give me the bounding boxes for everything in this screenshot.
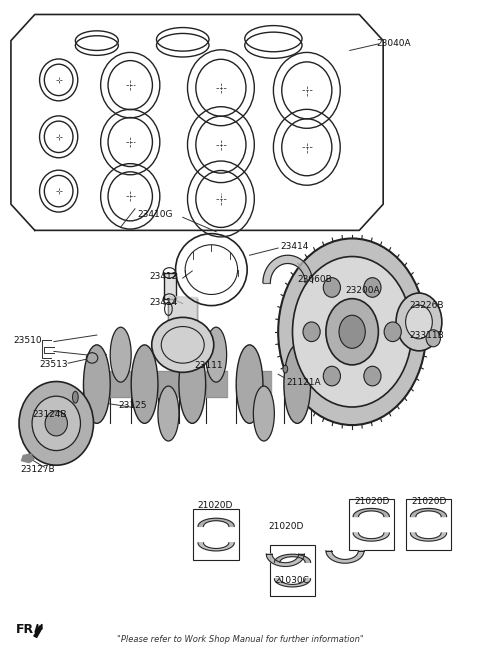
Ellipse shape [339, 315, 365, 348]
Text: 21020D: 21020D [412, 497, 447, 507]
Polygon shape [205, 371, 227, 397]
Polygon shape [353, 509, 389, 516]
Text: "Please refer to Work Shop Manual for further information": "Please refer to Work Shop Manual for fu… [117, 635, 363, 644]
Text: 23125: 23125 [118, 401, 147, 410]
Text: 23414: 23414 [149, 298, 178, 307]
Ellipse shape [110, 327, 131, 382]
Ellipse shape [236, 345, 263, 423]
Text: 23040A: 23040A [376, 39, 410, 49]
Ellipse shape [32, 396, 81, 451]
Polygon shape [353, 533, 389, 541]
Text: 23124B: 23124B [33, 411, 67, 419]
Text: 21030C: 21030C [275, 576, 310, 585]
Ellipse shape [384, 322, 401, 342]
Bar [406, 499, 451, 551]
Polygon shape [266, 554, 304, 566]
Ellipse shape [25, 454, 33, 462]
Polygon shape [158, 371, 179, 397]
Ellipse shape [406, 305, 432, 339]
Polygon shape [253, 371, 271, 397]
Text: 21020D: 21020D [197, 501, 232, 510]
Ellipse shape [326, 299, 378, 365]
Ellipse shape [323, 278, 340, 297]
Polygon shape [275, 579, 311, 587]
Polygon shape [34, 624, 42, 637]
Polygon shape [110, 371, 131, 397]
Polygon shape [410, 533, 446, 541]
Text: 23060B: 23060B [297, 275, 332, 284]
Bar [270, 545, 315, 596]
Text: 21020D: 21020D [269, 522, 304, 531]
Polygon shape [263, 256, 312, 283]
Ellipse shape [158, 386, 179, 441]
Ellipse shape [84, 345, 110, 423]
Text: 23414: 23414 [281, 242, 309, 251]
Text: 23127B: 23127B [21, 464, 55, 474]
Ellipse shape [284, 345, 311, 423]
Ellipse shape [364, 278, 381, 297]
Text: 23510: 23510 [13, 336, 42, 345]
Bar [348, 499, 394, 551]
Ellipse shape [283, 365, 288, 373]
Ellipse shape [19, 382, 94, 465]
Ellipse shape [45, 411, 67, 436]
Ellipse shape [303, 322, 320, 342]
Ellipse shape [396, 293, 442, 351]
Text: 23410G: 23410G [137, 210, 173, 219]
Text: 21020D: 21020D [355, 497, 390, 507]
Bar [193, 509, 239, 560]
Ellipse shape [205, 327, 227, 382]
Text: 23311B: 23311B [409, 330, 444, 340]
Ellipse shape [179, 345, 205, 423]
Polygon shape [198, 518, 234, 526]
Polygon shape [275, 555, 311, 562]
Text: FR.: FR. [16, 623, 39, 636]
Ellipse shape [72, 392, 78, 403]
Ellipse shape [364, 366, 381, 386]
Text: 23412: 23412 [149, 271, 178, 281]
Polygon shape [22, 454, 34, 463]
Polygon shape [410, 509, 446, 516]
Ellipse shape [152, 317, 214, 373]
Polygon shape [198, 543, 234, 551]
Ellipse shape [292, 256, 412, 407]
Polygon shape [326, 551, 364, 563]
Bar [164, 273, 176, 299]
Text: 21121A: 21121A [287, 378, 322, 387]
Text: 23111: 23111 [195, 361, 223, 371]
Text: 23513: 23513 [39, 360, 68, 369]
Ellipse shape [278, 238, 426, 425]
Ellipse shape [131, 345, 158, 423]
Text: 23226B: 23226B [409, 301, 444, 310]
Ellipse shape [253, 386, 275, 441]
Ellipse shape [323, 366, 340, 386]
Text: 23200A: 23200A [345, 286, 380, 295]
Ellipse shape [426, 330, 441, 347]
